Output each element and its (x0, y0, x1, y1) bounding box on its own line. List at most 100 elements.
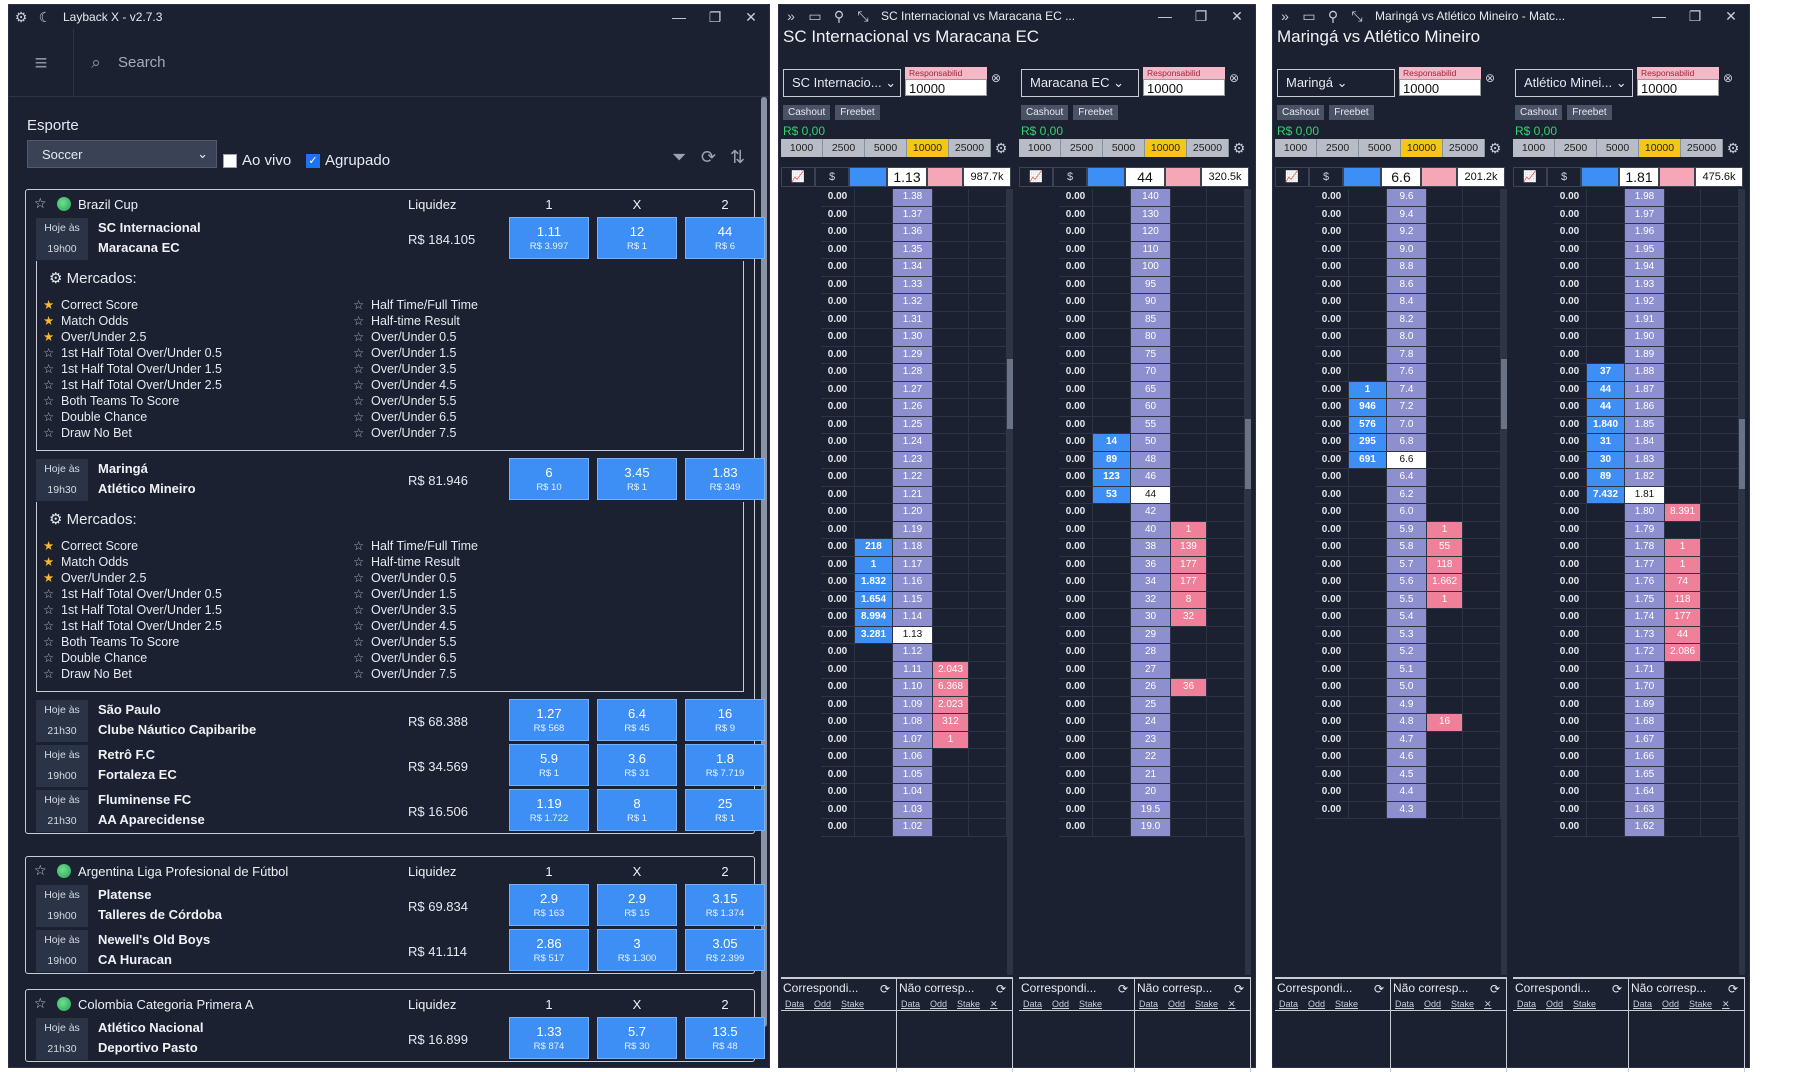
home-team[interactable]: Maringá (98, 461, 148, 476)
lay-cell[interactable] (1427, 311, 1463, 329)
lay-cell[interactable] (1427, 434, 1463, 452)
event-row[interactable]: Hoje às 19h00 SC Internacional Maracana EC R… (26, 216, 765, 261)
back-cell[interactable] (1093, 574, 1131, 592)
refresh-icon[interactable]: ⟳ (1489, 982, 1500, 996)
away-team[interactable]: Maracana EC (98, 240, 180, 255)
stake-preset-button[interactable]: 1000 (1275, 139, 1317, 157)
lay-cell[interactable] (1665, 206, 1701, 224)
back-cell[interactable] (1349, 556, 1387, 574)
away-odd-button[interactable]: 13.5 R$ 48 (685, 1017, 765, 1059)
back-cell[interactable] (855, 381, 893, 399)
back-cell[interactable] (1093, 206, 1131, 224)
back-cell[interactable] (1587, 714, 1625, 732)
back-cell[interactable] (1349, 801, 1387, 819)
back-cell[interactable]: 576 (1349, 416, 1387, 434)
back-cell[interactable] (1587, 189, 1625, 207)
lay-cell[interactable] (1171, 696, 1207, 714)
lay-cell[interactable] (1665, 714, 1701, 732)
market-star-icon[interactable]: ☆ (353, 603, 365, 617)
lay-cell[interactable] (1665, 819, 1701, 837)
cancel-all-icon[interactable]: ✕ (990, 999, 998, 1009)
back-cell[interactable] (1587, 539, 1625, 557)
back-cell[interactable] (1349, 276, 1387, 294)
back-cell[interactable] (1093, 189, 1131, 207)
lay-cell[interactable] (933, 766, 969, 784)
back-cell[interactable] (1093, 661, 1131, 679)
refresh-icon[interactable]: ⟳ (1233, 982, 1244, 996)
lay-cell[interactable] (1427, 294, 1463, 312)
minimize-button[interactable]: — (1158, 8, 1172, 24)
lay-cell[interactable]: 74 (1665, 574, 1701, 592)
back-cell[interactable] (1093, 294, 1131, 312)
lay-cell[interactable] (933, 329, 969, 347)
market-item[interactable]: ☆ Over/Under 3.5 (353, 602, 478, 618)
market-item[interactable]: ☆ 1st Half Total Over/Under 0.5 (43, 586, 222, 602)
market-item[interactable]: ☆ Over/Under 3.5 (353, 361, 478, 377)
market-star-icon[interactable]: ☆ (43, 394, 55, 408)
market-star-icon[interactable]: ☆ (353, 539, 365, 553)
lay-cell[interactable]: 1 (1427, 591, 1463, 609)
market-item[interactable]: ☆ Over/Under 7.5 (353, 666, 478, 682)
lay-cell[interactable] (1171, 416, 1207, 434)
market-item[interactable]: ☆ Over/Under 6.5 (353, 409, 478, 425)
back-cell[interactable] (1587, 609, 1625, 627)
event-row[interactable]: Hoje às 21h30 São Paulo Clube Náutico Capib… (26, 698, 765, 743)
back-cell[interactable] (1093, 276, 1131, 294)
back-cell[interactable] (855, 241, 893, 259)
event-row[interactable]: Hoje às 19h00 Platense Talleres de Córdoba R… (26, 883, 765, 928)
dark-mode-moon-icon[interactable]: ☾ (38, 8, 52, 25)
lay-cell[interactable] (933, 539, 969, 557)
lay-cell[interactable] (1427, 469, 1463, 487)
home-odd-button[interactable]: 1.27 R$ 568 (509, 699, 589, 741)
freebet-button[interactable]: Freebet (1073, 105, 1118, 120)
lay-cell[interactable]: 32 (1171, 609, 1207, 627)
market-star-icon[interactable]: ☆ (43, 346, 55, 360)
lay-cell[interactable] (1665, 224, 1701, 242)
maximize-button[interactable]: ❐ (1194, 7, 1208, 24)
home-team[interactable]: Atlético Nacional (98, 1020, 204, 1035)
home-team[interactable]: Newell's Old Boys (98, 932, 211, 947)
ladder-scrollbar[interactable] (1501, 189, 1507, 975)
lay-cell[interactable] (933, 434, 969, 452)
event-row[interactable]: Hoje às 21h30 Atlético Nacional Deportivo P… (26, 1016, 765, 1061)
back-cell[interactable] (855, 784, 893, 802)
away-team[interactable]: Atlético Mineiro (98, 481, 196, 496)
market-star-icon[interactable]: ☆ (353, 394, 365, 408)
back-cell[interactable] (855, 206, 893, 224)
lay-cell[interactable] (933, 276, 969, 294)
back-cell[interactable] (1349, 364, 1387, 382)
chart-icon[interactable]: 📈 (781, 167, 815, 187)
back-cell[interactable] (855, 329, 893, 347)
back-cell[interactable]: 31 (1587, 434, 1625, 452)
back-cell[interactable]: 123 (1093, 469, 1131, 487)
event-row[interactable]: Hoje às 21h30 Fluminense FC AA Aparecidense… (26, 788, 765, 833)
draw-odd-button[interactable]: 3 R$ 1.300 (597, 929, 677, 971)
ladder-scrollbar[interactable] (1007, 189, 1013, 975)
close-button[interactable]: ✕ (1725, 7, 1737, 24)
back-cell[interactable] (1587, 294, 1625, 312)
lay-cell[interactable]: 1 (1665, 539, 1701, 557)
lay-cell[interactable] (1665, 679, 1701, 697)
away-team[interactable]: CA Huracan (98, 952, 172, 967)
lay-cell[interactable]: 1 (933, 731, 969, 749)
home-team[interactable]: São Paulo (98, 702, 161, 717)
stake-preset-button[interactable]: 1000 (1513, 139, 1555, 157)
lay-cell[interactable]: 139 (1171, 539, 1207, 557)
draw-odd-button[interactable]: 3.45 R$ 1 (597, 458, 677, 500)
lay-cell[interactable] (1427, 801, 1463, 819)
lay-cell[interactable] (933, 504, 969, 522)
back-cell[interactable]: 1.840 (1587, 416, 1625, 434)
back-cell[interactable] (1093, 784, 1131, 802)
back-cell[interactable]: 691 (1349, 451, 1387, 469)
back-cell[interactable]: 1 (855, 556, 893, 574)
market-item[interactable]: ☆ 1st Half Total Over/Under 1.5 (43, 361, 222, 377)
back-cell[interactable] (1349, 696, 1387, 714)
selection-dropdown[interactable]: SC Internacio... ⌄ (783, 69, 901, 97)
back-cell[interactable] (855, 696, 893, 714)
back-cell[interactable] (855, 346, 893, 364)
back-cell[interactable] (855, 644, 893, 662)
market-star-icon[interactable]: ☆ (43, 635, 55, 649)
lay-cell[interactable] (1171, 469, 1207, 487)
back-cell[interactable] (1093, 521, 1131, 539)
lay-cell[interactable] (1427, 364, 1463, 382)
